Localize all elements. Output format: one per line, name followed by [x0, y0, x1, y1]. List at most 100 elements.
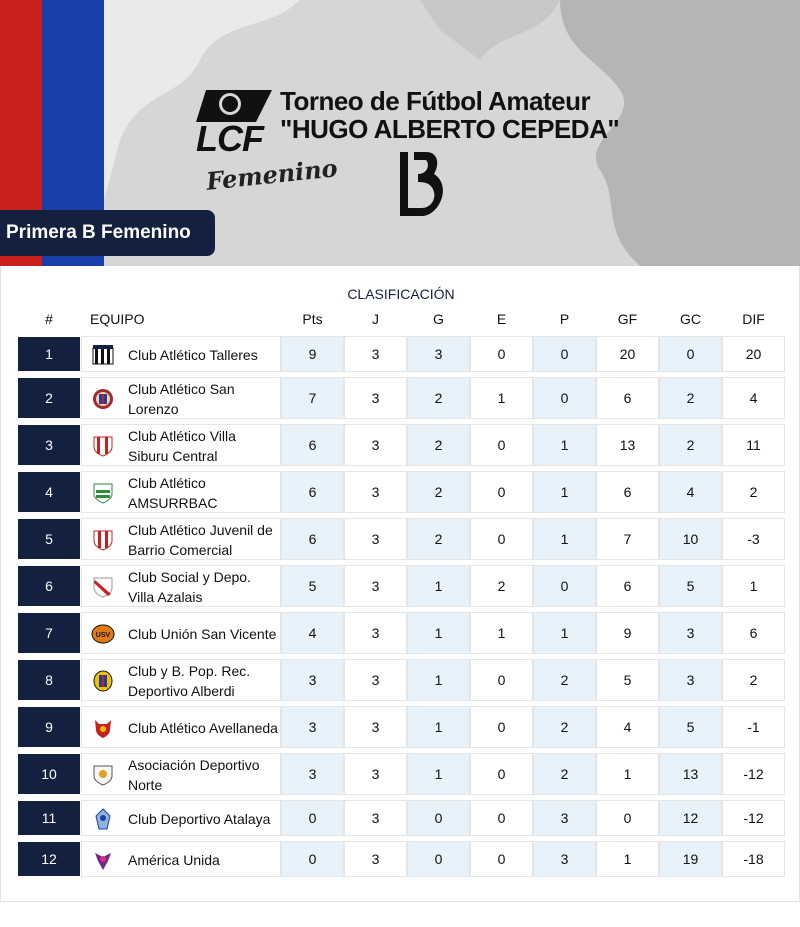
purple-crest-icon	[95, 853, 111, 870]
position-cell: 11	[18, 801, 80, 835]
gc-cell: 3	[659, 659, 722, 701]
team-cell: Club Atlético AMSURRBAC	[81, 471, 281, 513]
position-cell: 8	[18, 660, 80, 700]
standings-panel: CLASIFICACIÓN # EQUIPO Pts J G E P GF GC…	[0, 266, 800, 902]
circle-crest-icon	[93, 389, 113, 409]
p-cell: 2	[533, 753, 596, 795]
team-cell: Club Atlético Avellaneda	[81, 706, 281, 748]
dif-cell: -3	[722, 518, 785, 560]
svg-text:USV: USV	[96, 632, 111, 639]
dif-cell: 4	[722, 377, 785, 419]
p-cell: 0	[533, 377, 596, 419]
devil-crest-icon	[95, 720, 111, 738]
g-cell: 2	[407, 518, 470, 560]
position-cell: 4	[18, 472, 80, 512]
e-cell: 0	[470, 336, 533, 372]
gf-cell: 20	[596, 336, 659, 372]
table-header: # EQUIPO Pts J G E P GF GC DIF	[1, 311, 800, 331]
pts-cell: 0	[281, 841, 344, 877]
e-cell: 0	[470, 800, 533, 836]
team-cell: Club y B. Pop. Rec. Deportivo Alberdi	[81, 659, 281, 701]
orange-badge-icon: USV	[91, 624, 115, 644]
g-cell: 0	[407, 841, 470, 877]
green-shield-icon	[93, 483, 113, 504]
dif-cell: -18	[722, 841, 785, 877]
table-row: 9 Club Atlético Avellaneda 3 3 1 0 2 4 5 -1	[17, 706, 785, 748]
team-name: Club Atlético AMSURRBAC	[128, 475, 218, 511]
p-cell: 0	[533, 336, 596, 372]
position-cell: 5	[18, 519, 80, 559]
table-row: 7 USV Club Unión San Vicente 4 3 1 1 1 9 3 6	[17, 612, 785, 654]
dif-cell: -12	[722, 753, 785, 795]
team-cell: América Unida	[81, 841, 281, 877]
gf-cell: 6	[596, 471, 659, 513]
col-e: E	[496, 311, 507, 327]
category-badge: Primera B Femenino	[0, 210, 215, 256]
gc-cell: 10	[659, 518, 722, 560]
pts-cell: 4	[281, 612, 344, 654]
g-cell: 2	[407, 377, 470, 419]
pts-cell: 7	[281, 377, 344, 419]
p-cell: 1	[533, 518, 596, 560]
j-cell: 3	[344, 753, 407, 795]
col-g: G	[433, 311, 444, 327]
red-shield-icon	[93, 530, 113, 551]
gf-cell: 1	[596, 841, 659, 877]
tournament-subtitle: "HUGO ALBERTO CEPEDA"	[280, 114, 620, 144]
gc-cell: 19	[659, 841, 722, 877]
dif-cell: 2	[722, 659, 785, 701]
e-cell: 2	[470, 565, 533, 607]
gf-cell: 9	[596, 612, 659, 654]
standings-title: CLASIFICACIÓN	[347, 286, 455, 302]
team-name: Club Atlético Villa Siburu Central	[128, 428, 236, 464]
e-cell: 0	[470, 471, 533, 513]
col-pos: #	[45, 311, 53, 327]
gc-cell: 5	[659, 706, 722, 748]
gf-cell: 6	[596, 377, 659, 419]
position-cell: 9	[18, 707, 80, 747]
white-shield-icon	[93, 765, 113, 786]
team-name: Club Atlético Talleres	[128, 347, 258, 363]
team-name: Club Atlético Juvenil de Barrio Comercia…	[128, 522, 273, 558]
gc-cell: 0	[659, 336, 722, 372]
pts-cell: 5	[281, 565, 344, 607]
background-splash	[104, 0, 800, 266]
yellow-crest-icon	[93, 670, 113, 692]
j-cell: 3	[344, 565, 407, 607]
gc-cell: 5	[659, 565, 722, 607]
team-name: América Unida	[128, 852, 220, 868]
e-cell: 0	[470, 659, 533, 701]
table-row: 4 Club Atlético AMSURRBAC 6 3 2 0 1 6 4 2	[17, 471, 785, 513]
j-cell: 3	[344, 424, 407, 466]
gc-cell: 3	[659, 612, 722, 654]
team-cell: Club Atlético Talleres	[81, 336, 281, 372]
e-cell: 1	[470, 377, 533, 419]
p-cell: 2	[533, 706, 596, 748]
col-team: EQUIPO	[90, 311, 145, 327]
blue-crest-icon	[95, 808, 111, 830]
lcf-logo-text: LCF	[196, 118, 264, 159]
gc-cell: 2	[659, 377, 722, 419]
lb-logo-icon	[400, 152, 443, 216]
j-cell: 3	[344, 841, 407, 877]
g-cell: 1	[407, 565, 470, 607]
j-cell: 3	[344, 706, 407, 748]
team-name: Club Atlético San Lorenzo	[128, 381, 235, 417]
j-cell: 3	[344, 612, 407, 654]
pts-cell: 3	[281, 659, 344, 701]
col-gf: GF	[617, 311, 638, 327]
team-cell: USV Club Unión San Vicente	[81, 612, 281, 654]
team-cell: Club Atlético Villa Siburu Central	[81, 424, 281, 466]
position-cell: 12	[18, 842, 80, 876]
p-cell: 2	[533, 659, 596, 701]
team-name: Club Unión San Vicente	[128, 626, 277, 642]
team-name: Club Social y Depo. Villa Azalais	[128, 569, 251, 605]
gf-cell: 5	[596, 659, 659, 701]
p-cell: 3	[533, 841, 596, 877]
pts-cell: 6	[281, 518, 344, 560]
j-cell: 3	[344, 518, 407, 560]
dif-cell: -12	[722, 800, 785, 836]
position-cell: 2	[18, 378, 80, 418]
j-cell: 3	[344, 377, 407, 419]
col-j: J	[372, 311, 379, 327]
